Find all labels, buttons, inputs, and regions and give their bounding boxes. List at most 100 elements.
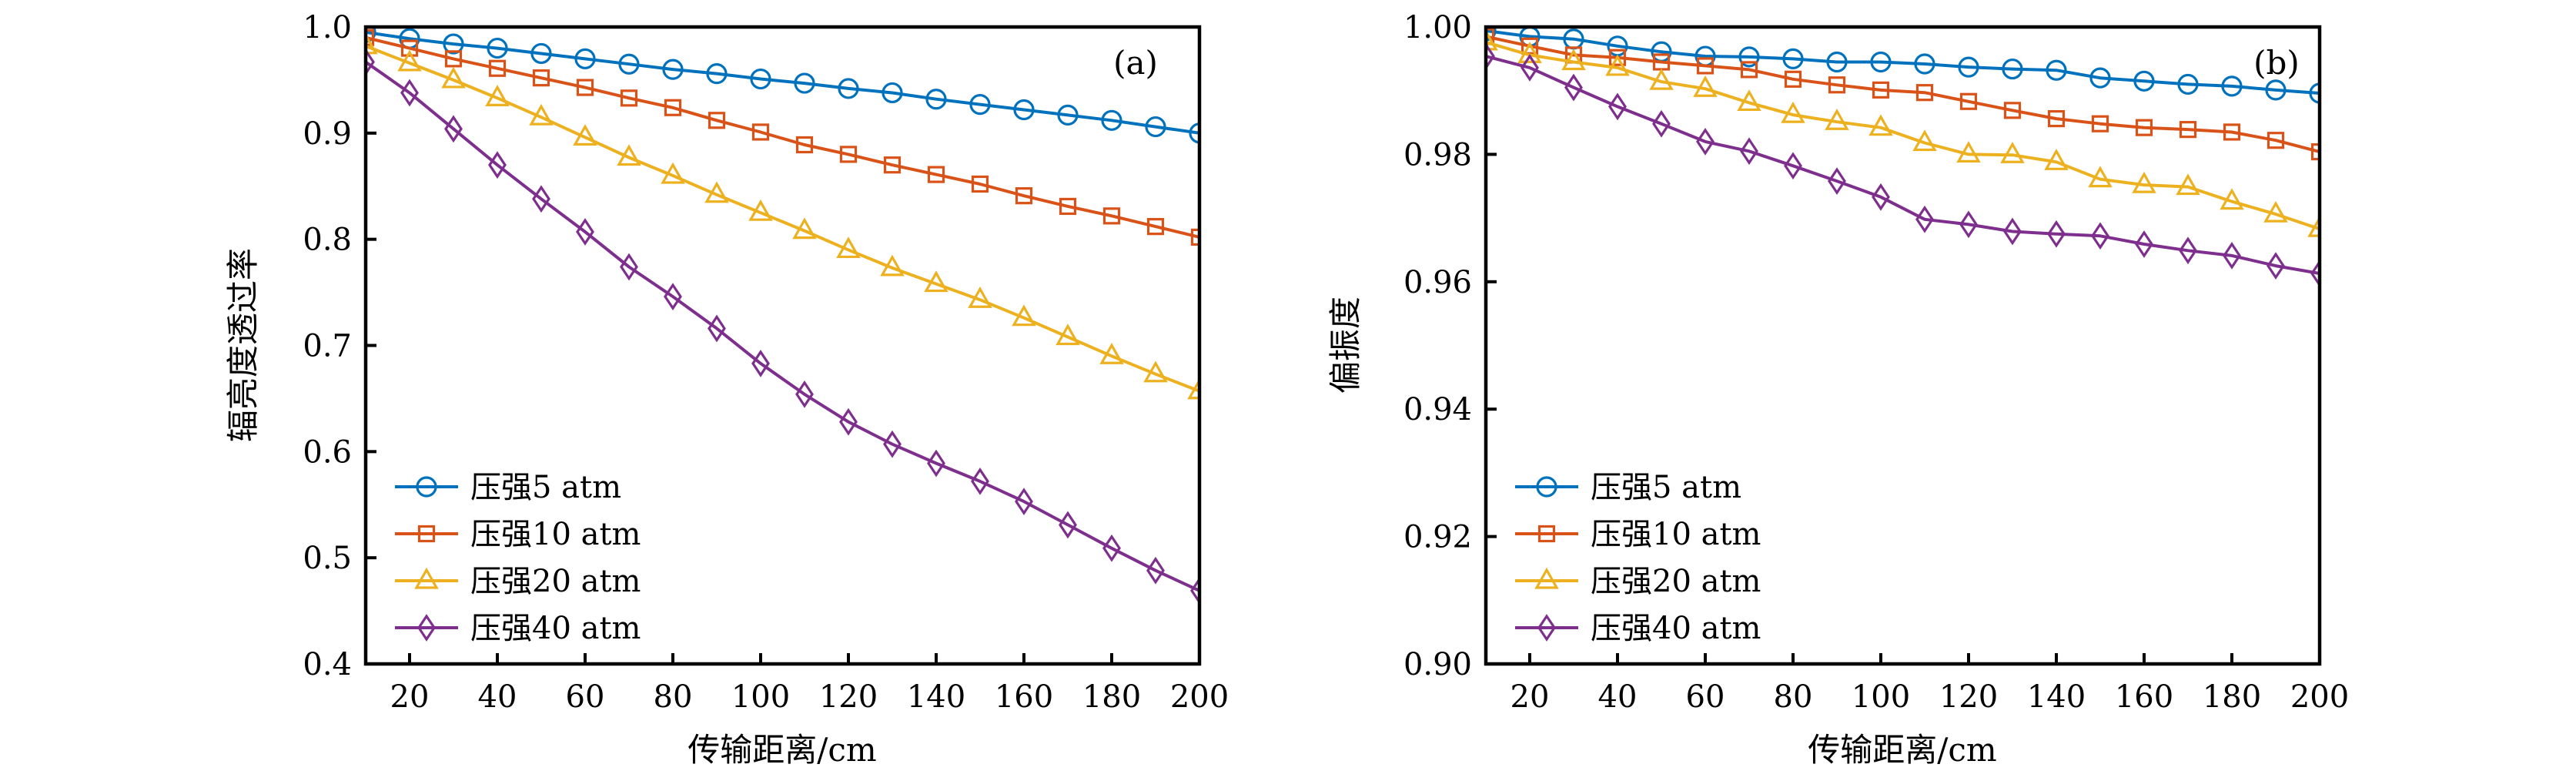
legend-marker-triangle (1534, 567, 1559, 589)
data-point-square (1872, 81, 1890, 99)
data-point-circle (2177, 73, 2199, 96)
data-point-square (1784, 70, 1802, 88)
data-point-diamond (751, 350, 770, 377)
panel-label: (b) (2253, 44, 2300, 82)
data-point-square (2267, 132, 2285, 149)
data-point-circle (618, 53, 640, 75)
data-point-diamond (971, 468, 989, 495)
data-point-diamond (1652, 109, 1671, 138)
data-point-diamond (708, 314, 726, 343)
data-point-circle (2133, 70, 2155, 92)
data-point-diamond (1696, 127, 1715, 156)
data-point-square (2003, 102, 2022, 119)
series-line (366, 60, 1199, 592)
series-4 (1486, 42, 2320, 287)
data-point-circle (1826, 51, 1848, 73)
x-tick-label: 160 (995, 679, 1053, 715)
legend-label: 压强10 atm (470, 517, 641, 552)
data-point-circle (706, 63, 728, 85)
y-tick-label: 0.96 (1403, 265, 1472, 300)
data-point-triangle (617, 144, 641, 166)
data-point-diamond (366, 48, 375, 76)
legend-marker-circle (1536, 476, 1557, 498)
series-3 (366, 32, 1199, 400)
data-point-diamond (883, 430, 902, 458)
data-point-square (1486, 28, 1495, 45)
x-tick-label: 20 (390, 679, 430, 715)
data-point-square (795, 136, 814, 154)
y-tick-label: 0.7 (303, 329, 352, 364)
data-point-circle (794, 72, 815, 94)
data-point-diamond (2179, 236, 2197, 265)
data-point-diamond (576, 218, 594, 246)
data-point-circle (1958, 56, 1979, 78)
legend-marker-diamond (417, 614, 436, 642)
data-point-diamond (1146, 556, 1165, 585)
y-tick-label: 0.4 (303, 647, 352, 682)
x-tick-label: 180 (1082, 679, 1141, 715)
data-point-square (1915, 84, 1934, 102)
data-point-square (2310, 142, 2320, 161)
data-point-triangle (1912, 129, 1937, 152)
data-point-diamond (620, 253, 638, 281)
data-point-circle (443, 33, 464, 55)
data-point-diamond (1740, 137, 1758, 166)
data-point-circle (366, 27, 376, 43)
data-point-diamond (927, 449, 945, 478)
y-axis-ticks: 0.90 0.92 0.94 0.96 0.98 1.00 (1403, 10, 1497, 682)
y-tick-label: 0.8 (303, 223, 352, 258)
data-point-square (708, 112, 726, 129)
legend-marker-circle (416, 476, 437, 498)
data-point-circle (1189, 122, 1199, 144)
x-tick-label: 100 (1852, 679, 1910, 715)
x-tick-label: 80 (1774, 679, 1813, 715)
y-axis-ticks: 0.4 0.5 0.6 0.7 0.8 0.9 1.0 (303, 10, 376, 682)
data-point-triangle (485, 85, 510, 106)
data-point-square (1190, 228, 1199, 246)
data-point-diamond (488, 151, 507, 179)
data-point-square (971, 175, 989, 193)
data-point-square (2179, 121, 2197, 139)
data-point-triangle (2044, 149, 2069, 170)
x-tick-label: 80 (654, 679, 693, 715)
legend-marker-triangle (414, 567, 439, 589)
data-point-triangle (1737, 89, 1761, 112)
data-point-square (620, 89, 638, 107)
data-point-triangle (661, 162, 685, 184)
legend-item: 压强20 atm (395, 564, 641, 599)
data-point-circle (882, 82, 903, 104)
data-point-circle (969, 94, 991, 116)
x-tick-label: 20 (1510, 679, 1550, 715)
panel-b-polarization-chart: 20 40 60 80 100 120 140 160 180 200 0.900.920.940… (1326, 10, 2349, 769)
data-point-square (1521, 37, 1539, 55)
series-layer (1486, 27, 2320, 287)
data-point-square (576, 79, 594, 96)
data-point-triangle (1868, 114, 1893, 136)
data-point-diamond (1608, 92, 1627, 121)
data-point-square (927, 166, 945, 183)
data-point-triangle (2000, 141, 2025, 163)
data-point-diamond (2223, 242, 2241, 270)
data-point-circle (1013, 99, 1035, 121)
data-point-diamond (2310, 260, 2320, 287)
data-point-diamond (1015, 488, 1033, 515)
data-point-triangle (836, 236, 861, 259)
series-line (1486, 55, 2320, 275)
x-tick-label: 40 (478, 679, 517, 715)
data-point-circle (2089, 67, 2111, 89)
data-point-diamond (795, 380, 814, 408)
data-point-triangle (1825, 108, 1849, 130)
data-point-square (2047, 109, 2066, 128)
data-point-triangle (2176, 173, 2200, 196)
data-point-circle (1738, 46, 1760, 68)
data-point-diamond (1190, 577, 1199, 605)
data-point-square (2223, 123, 2241, 141)
y-tick-label: 0.94 (1403, 392, 1472, 427)
data-point-square (444, 50, 463, 68)
data-point-triangle (1099, 343, 1124, 364)
data-point-circle (2309, 82, 2320, 104)
data-point-triangle (2220, 188, 2244, 210)
data-point-square (532, 69, 550, 87)
data-point-triangle (366, 32, 378, 55)
data-point-square (400, 39, 419, 57)
